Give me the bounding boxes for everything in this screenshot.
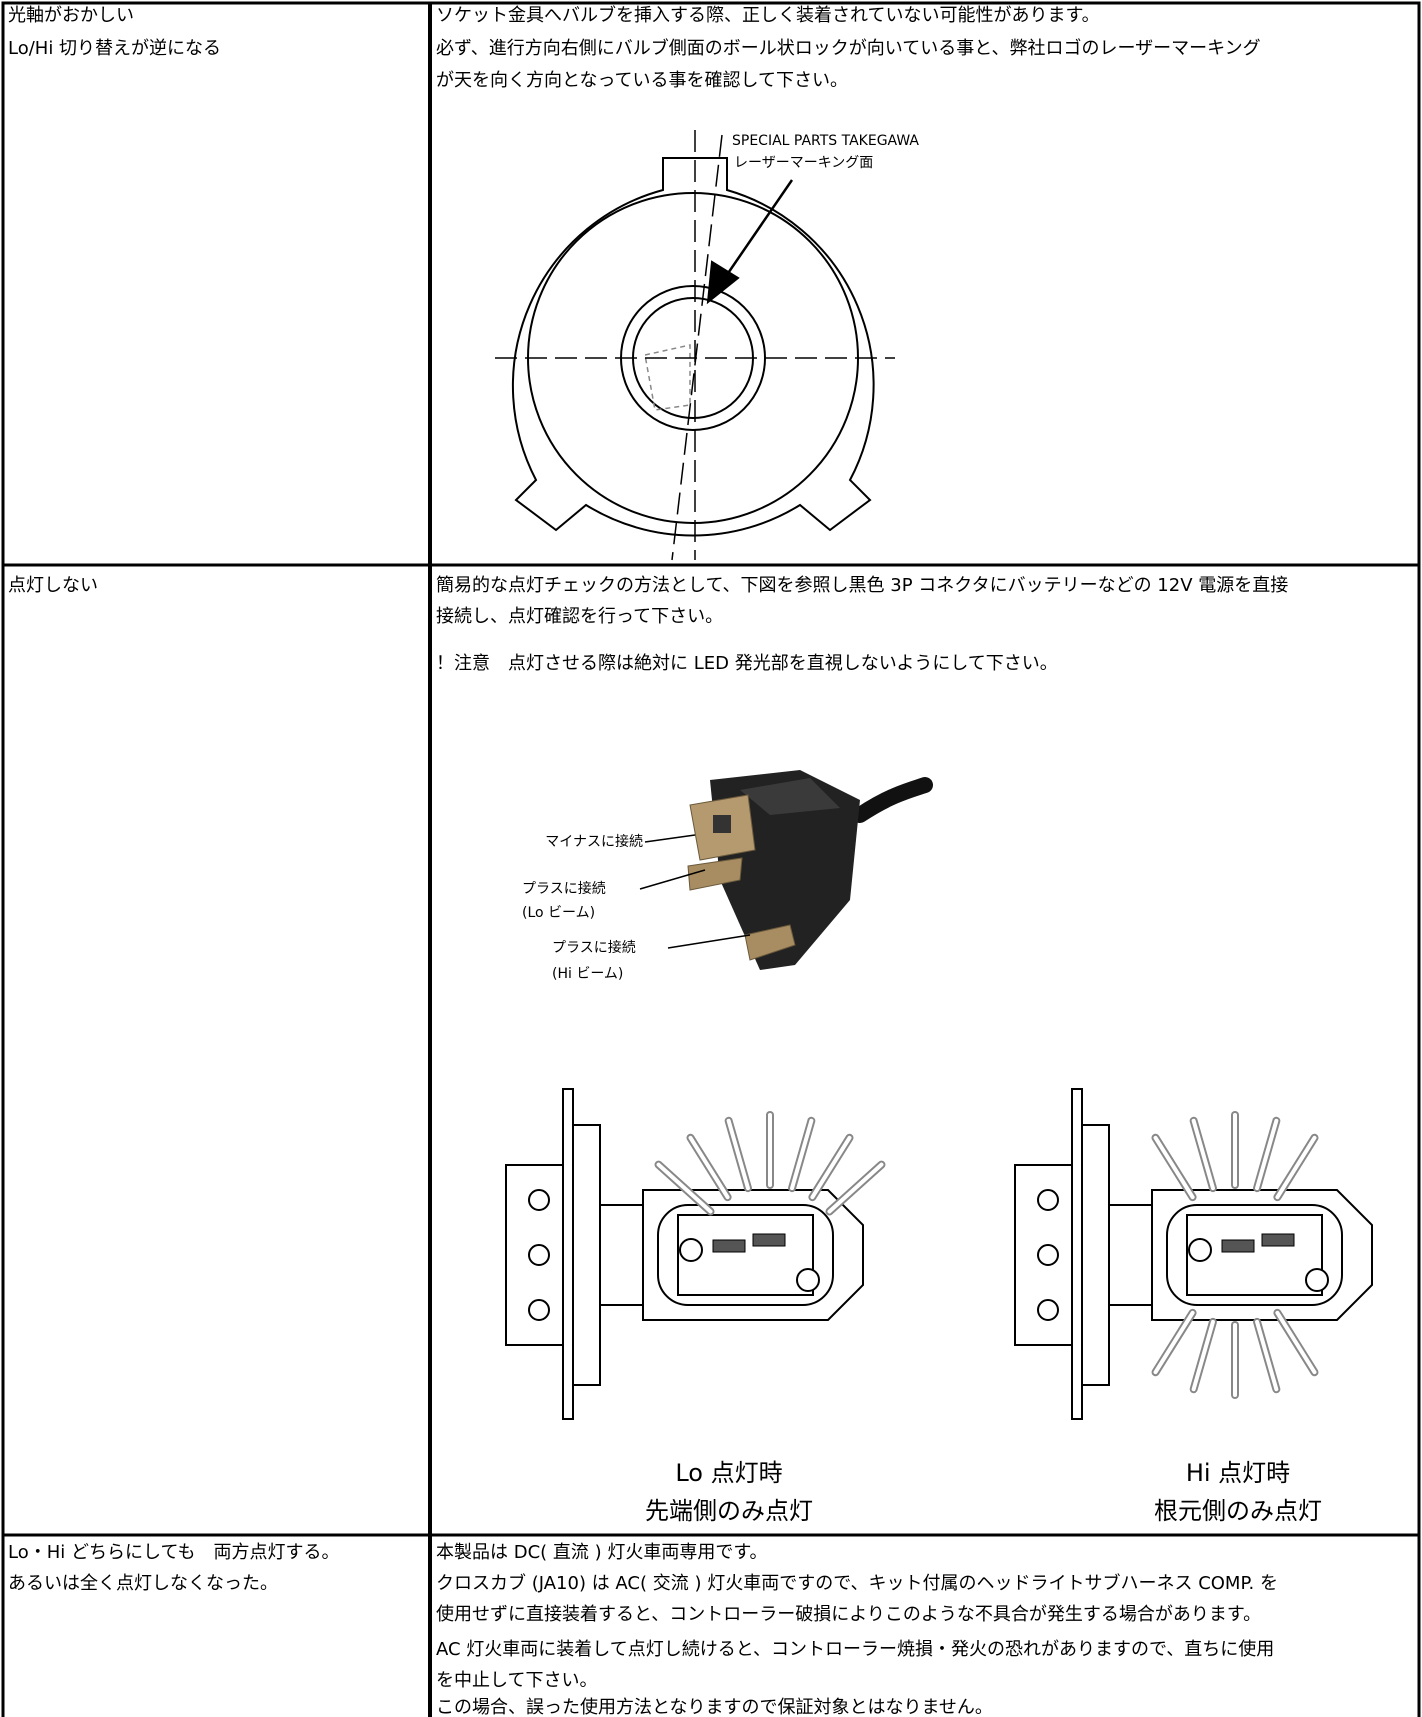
remedy-text: AC 灯火車両に装着して点灯し続けると、コントローラー焼損・発火の恐れがあります… xyxy=(436,1639,1274,1660)
light-ray-core xyxy=(1191,1319,1215,1392)
remedy-text: ！注意 点灯させる際は絶対に LED 発光部を直視しないようにして下さい。 xyxy=(436,653,1058,674)
remedy-text: クロスカブ (JA10) は AC( 交流 ) 灯火車両ですので、キット付属のヘ… xyxy=(436,1572,1278,1594)
problem-text: Lo・Hi どちらにしても 両方点灯する。 xyxy=(8,1542,340,1563)
light-ray-core xyxy=(1153,1310,1195,1375)
light-ray-core xyxy=(1255,1118,1279,1191)
flange-plate xyxy=(1081,1124,1110,1386)
remedy-text: 本製品は DC( 直流 ) 灯火車両専用です。 xyxy=(436,1542,768,1563)
bulb-neck xyxy=(599,1204,644,1306)
light-ray-core xyxy=(1255,1319,1279,1392)
led-chip xyxy=(1221,1239,1255,1253)
callout-label: (Hi ビーム) xyxy=(552,966,623,982)
light-ray-core xyxy=(1191,1118,1215,1191)
screw xyxy=(1305,1268,1329,1292)
terminal-hole xyxy=(713,815,731,833)
callout-line xyxy=(644,834,696,843)
light-ray-core xyxy=(1153,1135,1195,1200)
socket-figure xyxy=(495,130,895,561)
cable xyxy=(852,777,933,823)
remedy-text: 使用せずに直接装着すると、コントローラー破損によりこのような不具合が発生する場合… xyxy=(436,1604,1261,1625)
light-ray-core xyxy=(1275,1135,1317,1200)
flange-plate xyxy=(572,1124,601,1386)
bulb-title: Lo 点灯時 xyxy=(675,1459,782,1487)
flange-bar xyxy=(1071,1088,1083,1420)
bulb-caption: 先端側のみ点灯 xyxy=(645,1497,813,1525)
light-ray-core xyxy=(1275,1310,1317,1375)
mount-hole xyxy=(528,1299,550,1321)
mount-hole xyxy=(1037,1244,1059,1266)
light-ray-core xyxy=(726,1118,750,1191)
callout-label: (Lo ビーム) xyxy=(522,905,595,921)
terminal xyxy=(687,857,743,891)
led-chip xyxy=(712,1239,746,1253)
center-line xyxy=(671,134,723,561)
problem-text: 点灯しない xyxy=(8,575,98,596)
remedy-text: 接続し、点灯確認を行って下さい。 xyxy=(436,606,723,627)
mount-hole xyxy=(1037,1189,1059,1211)
bulb-neck xyxy=(1108,1204,1153,1306)
callout-label: プラスに接続 xyxy=(522,880,606,897)
bulb-title: Hi 点灯時 xyxy=(1186,1459,1290,1487)
connector-top xyxy=(740,778,840,815)
screw xyxy=(796,1268,820,1292)
remedy-text: 必ず、進行方向右側にバルブ側面のボール状ロックが向いている事と、弊社ロゴのレーザ… xyxy=(436,37,1261,59)
callout-line xyxy=(639,869,706,890)
marking-label: レーザーマーキング面 xyxy=(734,155,873,171)
mount-hole xyxy=(1037,1299,1059,1321)
remedy-text: この場合、誤った使用方法となりますので保証対象とはなりません。 xyxy=(436,1697,993,1717)
problem-text: Lo/Hi 切り替えが逆になる xyxy=(8,38,221,59)
remedy-text: が天を向く方向となっている事を確認して下さい。 xyxy=(436,70,848,91)
callout-lines xyxy=(639,834,751,949)
arrow-head xyxy=(706,260,740,305)
socket-outline xyxy=(511,157,875,537)
lock-outline xyxy=(644,344,691,411)
remedy-text: ソケット金具へバルブを挿入する際、正しく装着されていない可能性があります。 xyxy=(436,4,1100,26)
marking-label: SPECIAL PARTS TAKEGAWA xyxy=(732,133,919,149)
callout-label: プラスに接続 xyxy=(552,939,636,956)
led-chip xyxy=(1261,1233,1295,1247)
mount-hole xyxy=(528,1244,550,1266)
light-ray-core xyxy=(810,1135,852,1200)
screw xyxy=(1188,1238,1212,1262)
screw xyxy=(679,1238,703,1262)
problem-text: あるいは全く点灯しなくなった。 xyxy=(8,1573,278,1594)
problem-text: 光軸がおかしい xyxy=(8,5,134,26)
light-ray-core xyxy=(790,1118,814,1191)
led-chip xyxy=(752,1233,786,1247)
flange-bar xyxy=(562,1088,574,1420)
remedy-text: を中止して下さい。 xyxy=(436,1670,597,1691)
bulb-caption: 根元側のみ点灯 xyxy=(1154,1497,1322,1525)
arrow-line xyxy=(720,179,794,283)
remedy-text: 簡易的な点灯チェックの方法として、下図を参照し黒色 3P コネクタにバッテリーな… xyxy=(436,575,1288,596)
light-ray-core xyxy=(688,1135,730,1200)
light-ray-core xyxy=(827,1162,884,1214)
callout-line xyxy=(667,934,751,949)
callout-label: マイナスに接続 xyxy=(545,833,643,850)
light-ray-core xyxy=(656,1162,713,1214)
connector-photo xyxy=(639,770,933,970)
mount-hole xyxy=(528,1189,550,1211)
terminal xyxy=(744,924,796,961)
